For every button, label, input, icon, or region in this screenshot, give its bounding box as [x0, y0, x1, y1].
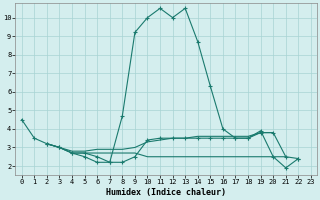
X-axis label: Humidex (Indice chaleur): Humidex (Indice chaleur): [106, 188, 226, 197]
